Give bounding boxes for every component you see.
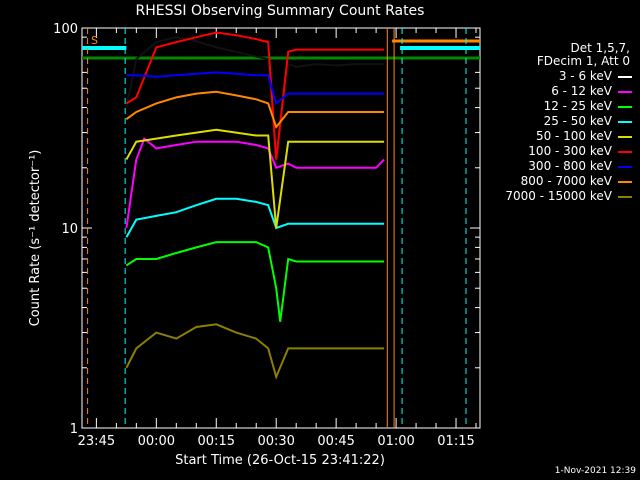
legend-item-label: 300 - 800 keV bbox=[528, 159, 612, 173]
legend-item: 800 - 7000 keV bbox=[521, 175, 632, 188]
legend-item: 3 - 6 keV bbox=[559, 70, 632, 83]
legend-swatch bbox=[618, 165, 632, 168]
legend-swatch bbox=[618, 90, 632, 93]
legend-header-decimation: FDecim 1, Att 0 bbox=[536, 54, 630, 68]
legend-item-label: 100 - 300 keV bbox=[528, 144, 612, 158]
y-tick-label: 1 bbox=[70, 422, 78, 437]
legend-item-label: 800 - 7000 keV bbox=[520, 174, 612, 188]
y-tick-label: 100 bbox=[53, 22, 78, 37]
x-tick-label: 01:00 bbox=[377, 434, 414, 449]
legend-item: 300 - 800 keV bbox=[528, 160, 632, 173]
legend-swatch bbox=[618, 195, 632, 198]
legend-swatch bbox=[618, 105, 632, 108]
series-line-2 bbox=[125, 241, 385, 322]
series-line-1 bbox=[125, 136, 385, 229]
series-line-3 bbox=[125, 197, 385, 238]
series-line-6 bbox=[126, 71, 385, 106]
x-axis-label: Start Time (26-Oct-15 23:41:22) bbox=[175, 453, 385, 468]
legend-item: 100 - 300 keV bbox=[528, 145, 632, 158]
legend-item-label: 3 - 6 keV bbox=[558, 69, 612, 83]
x-tick-label: 00:00 bbox=[138, 434, 175, 449]
legend-swatch bbox=[618, 180, 632, 183]
x-tick-label: 00:45 bbox=[317, 434, 354, 449]
series-line-8 bbox=[125, 323, 385, 380]
x-tick-label: 23:45 bbox=[78, 434, 115, 449]
series-line-5 bbox=[125, 31, 385, 160]
legend-item-label: 25 - 50 keV bbox=[543, 114, 612, 128]
legend-item: 12 - 25 keV bbox=[544, 100, 632, 113]
series-line-7 bbox=[125, 90, 385, 130]
series-line-0 bbox=[125, 36, 385, 168]
chart-title: RHESSI Observing Summary Count Rates bbox=[135, 3, 425, 19]
y-tick-label: 10 bbox=[61, 222, 78, 237]
legend-header-detectors: Det 1,5,7, bbox=[570, 41, 631, 55]
legend-swatch bbox=[618, 150, 632, 153]
legend-item: 6 - 12 keV bbox=[551, 85, 632, 98]
legend-item-label: 7000 - 15000 keV bbox=[505, 189, 612, 203]
legend-item-label: 50 - 100 keV bbox=[535, 129, 612, 143]
x-tick-label: 00:15 bbox=[198, 434, 235, 449]
y-axis-label: Count Rate (s⁻¹ detector⁻¹) bbox=[28, 149, 43, 327]
legend-swatch bbox=[618, 120, 632, 123]
footer-date: 1-Nov-2021 12:39 bbox=[554, 466, 636, 476]
legend-swatch bbox=[618, 75, 632, 78]
series-line-4 bbox=[125, 128, 385, 229]
flag-label: S bbox=[91, 34, 98, 47]
legend-item-label: 6 - 12 keV bbox=[551, 84, 612, 98]
x-tick-label: 00:30 bbox=[257, 434, 294, 449]
legend-item: 25 - 50 keV bbox=[544, 115, 632, 128]
legend-item: 50 - 100 keV bbox=[536, 130, 632, 143]
x-tick-label: 01:15 bbox=[437, 434, 474, 449]
legend-item-label: 12 - 25 keV bbox=[543, 99, 612, 113]
legend-item: 7000 - 15000 keV bbox=[505, 190, 632, 203]
legend-swatch bbox=[618, 135, 632, 138]
